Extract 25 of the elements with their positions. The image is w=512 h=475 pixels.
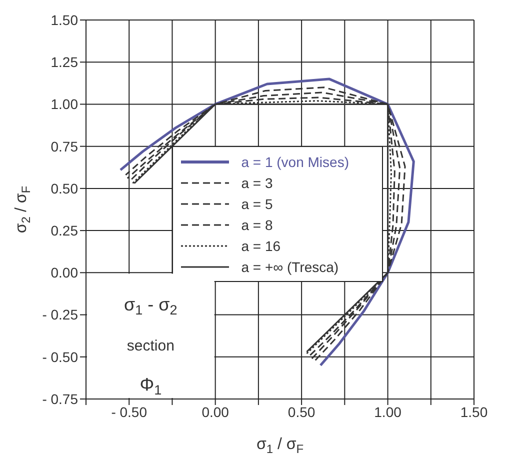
- legend-label: a = 8: [241, 216, 273, 233]
- y-tick-label: 0.75: [50, 138, 78, 154]
- y-tick-label: - 0.50: [42, 348, 78, 365]
- y-tick-label: 0.50: [50, 180, 78, 196]
- legend-label: a = 5: [241, 196, 273, 212]
- y-tick-label: 1.25: [50, 54, 78, 70]
- annotation: section: [126, 338, 174, 355]
- y-tick-label: 0.25: [50, 222, 78, 239]
- legend-label: a = 3: [241, 174, 273, 191]
- x-tick-label: - 0.50: [111, 404, 148, 420]
- y-tick-label: 1.50: [50, 12, 78, 28]
- y-tick-label: - 0.25: [42, 306, 78, 323]
- legend-label: a = +∞ (Tresca): [241, 258, 339, 275]
- annotation: σ$_{1}$ - σ$_{2}$: [124, 294, 178, 318]
- legend-label: a = 1 (von Mises): [241, 154, 349, 170]
- x-axis-title: σ$_{1}$ / σ$_{F}$: [256, 436, 304, 456]
- y-tick-label: 0.00: [50, 264, 78, 281]
- x-tick-label: 0.00: [202, 404, 230, 420]
- y-tick-label: 1.00: [50, 96, 78, 112]
- legend-label: a = 16: [241, 238, 281, 254]
- x-tick-label: 1.50: [460, 404, 488, 420]
- x-tick-label: 1.00: [374, 404, 402, 420]
- y-tick-label: - 0.75: [42, 390, 78, 407]
- annotation: Φ$_{1}$: [140, 374, 162, 398]
- x-tick-label: 0.50: [288, 404, 316, 420]
